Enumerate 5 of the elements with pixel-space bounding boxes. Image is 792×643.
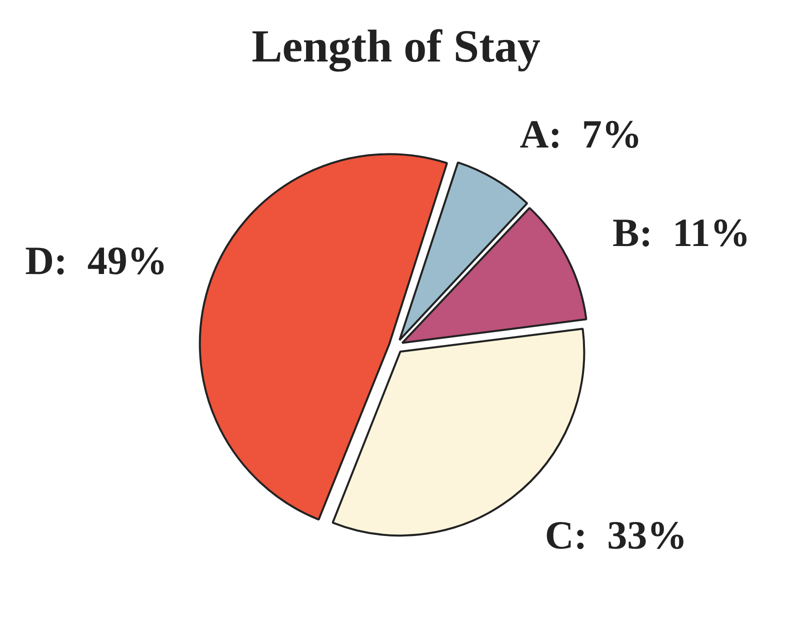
slice-label: A: 7% xyxy=(520,111,642,156)
chart-title: Length of Stay xyxy=(252,20,540,72)
slice-label: B: 11% xyxy=(612,210,750,256)
slice-label: C: 33% xyxy=(544,512,688,558)
slice-label: D: 49% xyxy=(25,238,168,284)
